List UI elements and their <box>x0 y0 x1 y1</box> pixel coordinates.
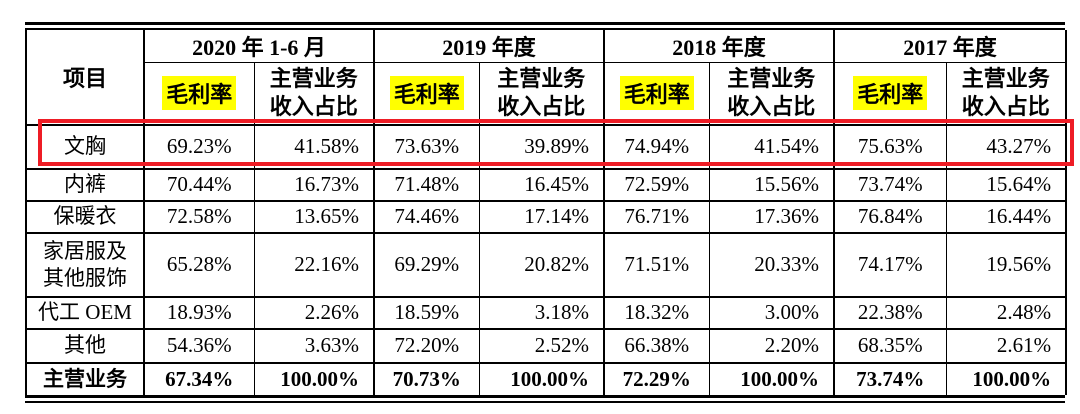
table-row-bra: 文胸 69.23% 41.58% 73.63% 39.89% 74.94% 41… <box>25 123 1068 169</box>
cell-value: 22.16% <box>253 231 375 297</box>
cell-value: 74.17% <box>833 231 947 297</box>
cell-value: 16.44% <box>945 199 1068 233</box>
cell-value: 19.56% <box>945 231 1068 297</box>
cell-value: 2.26% <box>253 295 375 329</box>
gross-margin-table-wrapper: 项目 2020 年 1-6 月 2019 年度 2018 年度 2017 年度 … <box>25 22 1068 403</box>
cell-value: 72.20% <box>373 327 480 363</box>
cell-value: 100.00% <box>945 361 1068 395</box>
cell-value: 71.51% <box>603 231 710 297</box>
gross-margin-header-2018: 毛利率 <box>603 62 710 125</box>
cell-value: 17.36% <box>708 199 835 233</box>
row-label: 代工 OEM <box>25 295 144 329</box>
period-header-2017: 2017 年度 <box>833 30 1068 63</box>
cell-value: 2.20% <box>708 327 835 363</box>
corner-header-item: 项目 <box>25 30 144 125</box>
cell-value: 74.94% <box>603 123 710 169</box>
cell-value: 76.71% <box>603 199 710 233</box>
cell-value: 69.29% <box>373 231 480 297</box>
row-label: 家居服及 其他服饰 <box>25 231 144 297</box>
cell-value: 65.28% <box>143 231 254 297</box>
cell-value: 41.54% <box>708 123 835 169</box>
cell-value: 15.56% <box>708 167 835 201</box>
row-label: 内裤 <box>25 167 144 201</box>
cell-value: 100.00% <box>253 361 375 395</box>
gross-margin-table: 项目 2020 年 1-6 月 2019 年度 2018 年度 2017 年度 … <box>25 30 1068 395</box>
cell-value: 74.46% <box>373 199 480 233</box>
cell-value: 73.74% <box>833 361 947 395</box>
cell-value: 67.34% <box>143 361 254 395</box>
cell-value: 68.35% <box>833 327 947 363</box>
cell-value: 20.82% <box>478 231 605 297</box>
cell-value: 66.38% <box>603 327 710 363</box>
period-header-2019: 2019 年度 <box>373 30 605 63</box>
table-row-other: 其他 54.36% 3.63% 72.20% 2.52% 66.38% 2.20… <box>25 327 1068 363</box>
gross-margin-header-2017: 毛利率 <box>833 62 947 125</box>
row-label: 主营业务 <box>25 361 144 395</box>
cell-value: 17.14% <box>478 199 605 233</box>
cell-value: 76.84% <box>833 199 947 233</box>
yellow-highlight: 毛利率 <box>853 76 928 111</box>
cell-value: 71.48% <box>373 167 480 201</box>
cell-value: 72.29% <box>603 361 710 395</box>
cell-value: 18.93% <box>143 295 254 329</box>
cell-value: 3.00% <box>708 295 835 329</box>
row-label: 保暖衣 <box>25 199 144 233</box>
yellow-highlight: 毛利率 <box>619 76 694 111</box>
period-header-2018: 2018 年度 <box>603 30 835 63</box>
cell-value: 73.74% <box>833 167 947 201</box>
cell-value: 100.00% <box>708 361 835 395</box>
revenue-share-header-2017: 主营业务 收入占比 <box>945 62 1068 125</box>
revenue-share-header-2019: 主营业务 收入占比 <box>478 62 605 125</box>
cell-value: 39.89% <box>478 123 605 169</box>
cell-value: 72.58% <box>143 199 254 233</box>
cell-value: 18.59% <box>373 295 480 329</box>
row-label: 文胸 <box>25 123 144 169</box>
gross-margin-header-2020: 毛利率 <box>143 62 254 125</box>
period-header-2020: 2020 年 1-6 月 <box>142 30 375 63</box>
revenue-share-header-2020: 主营业务 收入占比 <box>253 62 375 125</box>
cell-value: 2.61% <box>945 327 1068 363</box>
cell-value: 16.45% <box>478 167 605 201</box>
table-row-total: 主营业务 67.34% 100.00% 70.73% 100.00% 72.29… <box>25 361 1068 395</box>
cell-value: 3.63% <box>253 327 375 363</box>
cell-value: 100.00% <box>478 361 605 395</box>
cell-value: 75.63% <box>833 123 947 169</box>
cell-value: 2.52% <box>478 327 605 363</box>
cell-value: 73.63% <box>373 123 480 169</box>
table-row-homewear: 家居服及 其他服饰 65.28% 22.16% 69.29% 20.82% 71… <box>25 231 1068 297</box>
table-row-oem: 代工 OEM 18.93% 2.26% 18.59% 3.18% 18.32% … <box>25 295 1068 329</box>
yellow-highlight: 毛利率 <box>389 76 464 111</box>
cell-value: 41.58% <box>253 123 375 169</box>
cell-value: 70.73% <box>373 361 480 395</box>
cell-value: 69.23% <box>143 123 254 169</box>
row-label: 其他 <box>25 327 144 363</box>
cell-value: 18.32% <box>603 295 710 329</box>
cell-value: 3.18% <box>478 295 605 329</box>
table-row-underwear: 内裤 70.44% 16.73% 71.48% 16.45% 72.59% 15… <box>25 167 1068 201</box>
cell-value: 15.64% <box>945 167 1068 201</box>
gross-margin-header-2019: 毛利率 <box>373 62 480 125</box>
cell-value: 2.48% <box>945 295 1068 329</box>
cell-value: 72.59% <box>603 167 710 201</box>
yellow-highlight: 毛利率 <box>162 76 237 111</box>
cell-value: 20.33% <box>708 231 835 297</box>
table-row-thermal: 保暖衣 72.58% 13.65% 74.46% 17.14% 76.71% 1… <box>25 199 1068 233</box>
cell-value: 70.44% <box>143 167 254 201</box>
table-bottom-double-rule <box>25 394 1065 403</box>
cell-value: 22.38% <box>833 295 947 329</box>
cell-value: 16.73% <box>253 167 375 201</box>
revenue-share-header-2018: 主营业务 收入占比 <box>708 62 835 125</box>
cell-value: 43.27% <box>945 123 1068 169</box>
period-header-row: 项目 2020 年 1-6 月 2019 年度 2018 年度 2017 年度 <box>25 30 1068 125</box>
sub-header-row: 毛利率 主营业务 收入占比 毛利率 主营业务 收入占比 毛利率 主营业务 收入占… <box>26 62 1068 125</box>
cell-value: 54.36% <box>143 327 254 363</box>
cell-value: 13.65% <box>253 199 375 233</box>
table-top-double-rule <box>25 22 1065 30</box>
